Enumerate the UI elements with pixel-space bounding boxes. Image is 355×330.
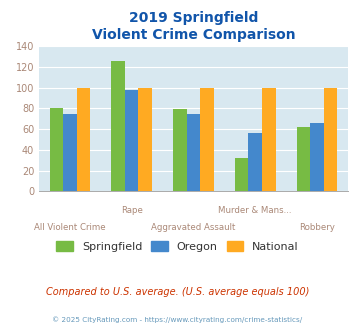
Bar — [111, 61, 125, 191]
Bar — [187, 114, 200, 191]
Bar — [63, 114, 77, 191]
Bar — [297, 127, 310, 191]
Text: Rape: Rape — [121, 206, 143, 215]
Text: Aggravated Assault: Aggravated Assault — [151, 223, 236, 232]
Bar — [77, 88, 90, 191]
Bar — [50, 109, 63, 191]
Bar — [173, 110, 187, 191]
Text: Robbery: Robbery — [299, 223, 335, 232]
Bar — [138, 88, 152, 191]
Text: © 2025 CityRating.com - https://www.cityrating.com/crime-statistics/: © 2025 CityRating.com - https://www.city… — [53, 316, 302, 323]
Legend: Springfield, Oregon, National: Springfield, Oregon, National — [52, 237, 303, 256]
Bar — [235, 158, 248, 191]
Bar — [310, 123, 324, 191]
Bar — [262, 88, 275, 191]
Bar — [248, 133, 262, 191]
Title: 2019 Springfield
Violent Crime Comparison: 2019 Springfield Violent Crime Compariso… — [92, 11, 295, 42]
Text: All Violent Crime: All Violent Crime — [34, 223, 106, 232]
Text: Murder & Mans...: Murder & Mans... — [218, 206, 292, 215]
Bar — [324, 88, 337, 191]
Bar — [125, 90, 138, 191]
Bar — [200, 88, 214, 191]
Text: Compared to U.S. average. (U.S. average equals 100): Compared to U.S. average. (U.S. average … — [46, 287, 309, 297]
